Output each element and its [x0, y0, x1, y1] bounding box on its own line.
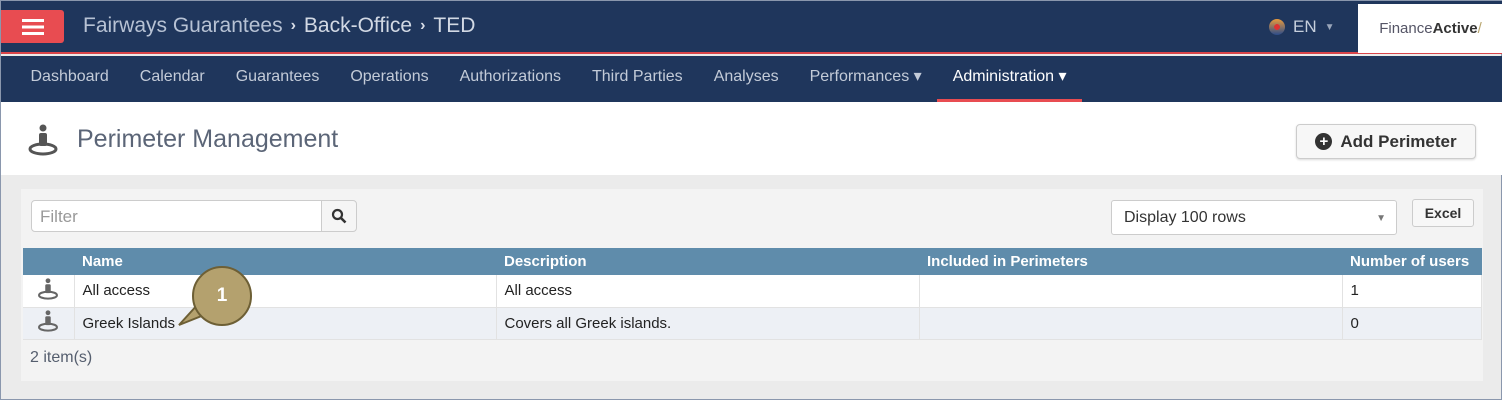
nav-calendar[interactable]: Calendar: [139, 68, 205, 85]
column-header-users[interactable]: Number of users: [1342, 248, 1482, 275]
top-bar: Fairways Guarantees › Back-Office › TED EN…: [1, 1, 1502, 54]
nav-guarantees[interactable]: Guarantees: [235, 68, 320, 85]
caret-down-icon: ▼: [1376, 213, 1386, 224]
filter-input[interactable]: Filter: [31, 200, 322, 232]
cell-description: All access: [496, 275, 920, 308]
icon-column-header: [23, 248, 74, 275]
breadcrumb: Fairways Guarantees › Back-Office › TED: [83, 14, 475, 38]
financeactive-logo: Finance Active /: [1358, 4, 1502, 53]
column-header-description[interactable]: Description: [496, 248, 919, 275]
row-icon-cell: [23, 307, 75, 340]
language-label: EN: [1293, 17, 1317, 36]
add-perimeter-label: Add Perimeter: [1340, 131, 1457, 151]
cell-name: Greek Islands: [74, 307, 497, 340]
chevron-right-icon: ›: [290, 17, 296, 34]
perimeter-icon: [38, 278, 59, 300]
caret-down-icon: ▼: [1324, 21, 1335, 33]
callout-badge: 1: [192, 266, 252, 326]
perimeter-table: Name Description Included in Perimeters …: [23, 248, 1482, 340]
nav-analyses[interactable]: Analyses: [713, 68, 779, 85]
language-selector[interactable]: EN ▼: [1269, 17, 1335, 37]
cell-included: [919, 275, 1343, 308]
perimeter-panel: Filter Display 100 rows ▼ Excel Name Desc…: [21, 189, 1483, 381]
table-row[interactable]: All access All access 1: [23, 275, 1482, 308]
nav-operations[interactable]: Operations: [350, 68, 429, 85]
menu-button[interactable]: [1, 10, 64, 43]
cell-users: 0: [1342, 307, 1482, 340]
main-nav: Dashboard Calendar Guarantees Operations…: [1, 56, 1502, 102]
cell-description: Covers all Greek islands.: [496, 307, 920, 340]
breadcrumb-item: TED: [433, 14, 476, 37]
breadcrumb-item[interactable]: Fairways Guarantees: [83, 14, 283, 37]
column-header-name[interactable]: Name: [74, 248, 496, 275]
column-header-included[interactable]: Included in Perimeters: [919, 248, 1342, 275]
breadcrumb-item[interactable]: Back-Office: [303, 14, 413, 37]
add-perimeter-button[interactable]: + Add Perimeter: [1296, 124, 1476, 159]
cell-users: 1: [1342, 275, 1482, 308]
item-count: 2 item(s): [30, 349, 93, 366]
chevron-right-icon: ›: [420, 17, 426, 34]
nav-administration[interactable]: Administration ▾: [937, 56, 1083, 102]
rows-per-page-select[interactable]: Display 100 rows ▼: [1111, 200, 1397, 235]
table-row[interactable]: Greek Islands Covers all Greek islands. …: [23, 307, 1482, 340]
search-icon: [331, 208, 347, 224]
search-button[interactable]: [321, 200, 357, 232]
page-header: Perimeter Management + Add Perimeter: [1, 102, 1502, 175]
cell-name: All access: [74, 275, 497, 308]
nav-authorizations[interactable]: Authorizations: [459, 68, 561, 85]
hamburger-icon: [21, 18, 44, 35]
nav-dashboard[interactable]: Dashboard: [30, 68, 109, 85]
excel-export-button[interactable]: Excel: [1412, 199, 1474, 227]
cell-included: [919, 307, 1343, 340]
nav-performances[interactable]: Performances ▾: [809, 68, 922, 85]
rows-select-value: Display 100 rows: [1124, 209, 1246, 226]
uk-flag-icon: [1269, 19, 1285, 35]
perimeter-icon: [28, 124, 58, 156]
page-title: Perimeter Management: [77, 125, 339, 153]
plus-circle-icon: +: [1315, 133, 1333, 150]
nav-third-parties[interactable]: Third Parties: [591, 68, 683, 85]
perimeter-icon: [38, 310, 59, 332]
row-icon-cell: [23, 275, 75, 308]
